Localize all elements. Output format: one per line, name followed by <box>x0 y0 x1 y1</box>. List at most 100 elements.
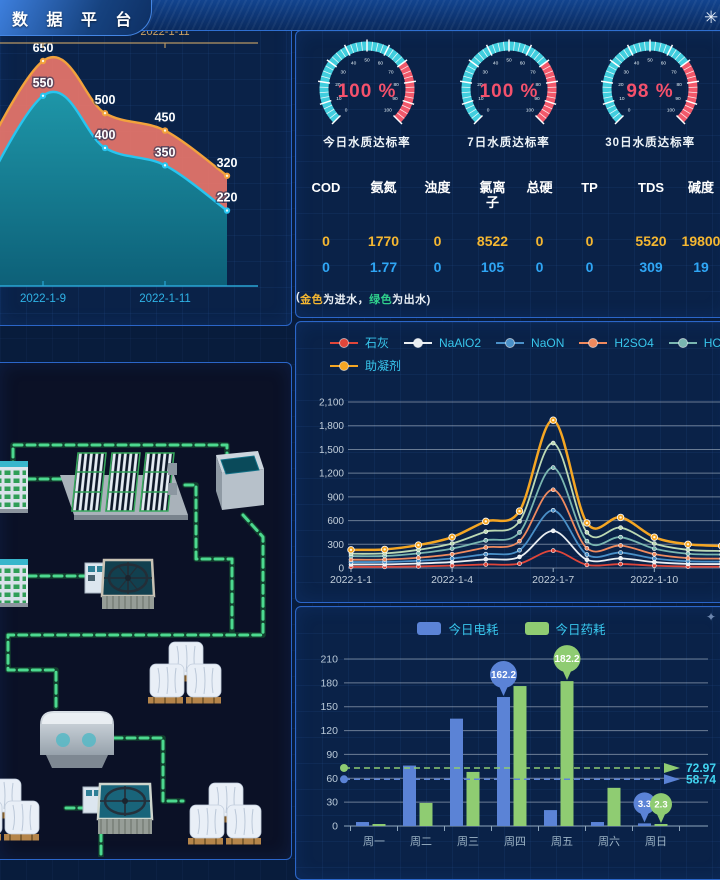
svg-text:90: 90 <box>326 749 338 761</box>
svg-text:180: 180 <box>320 677 338 689</box>
svg-text:3.3: 3.3 <box>638 799 651 810</box>
svg-text:60: 60 <box>661 61 667 67</box>
legend-label: 助凝剂 <box>365 357 401 374</box>
legend-label: H2SO4 <box>614 336 653 350</box>
svg-text:2,100: 2,100 <box>319 398 344 409</box>
legend-label: HCL <box>704 336 720 350</box>
svg-text:40: 40 <box>634 61 640 67</box>
gauge-label: 今日水质达标率 <box>323 134 411 150</box>
legend-label: 今日电耗 <box>448 619 498 638</box>
corner-sparkle-icon[interactable]: ✳ <box>704 9 718 26</box>
svg-text:90: 90 <box>676 96 682 102</box>
water-table-header-cell: 浊度 <box>411 181 464 211</box>
water-table-header-cell: 氨氮 <box>356 181 411 211</box>
svg-text:400: 400 <box>95 128 116 142</box>
svg-text:2022-1-11: 2022-1-11 <box>139 293 191 305</box>
svg-text:2022-1-4: 2022-1-4 <box>431 574 473 586</box>
gauge-label: 30日水质达标率 <box>605 134 695 150</box>
app-title-badge: 数 据 平 台 <box>0 0 152 36</box>
legend-label: NaAlO2 <box>439 336 481 350</box>
legend-item-H2SO4[interactable]: H2SO4 <box>579 336 653 350</box>
trend-area-chart: 6505004503205504003502202022-1-92022-1-1… <box>0 1 291 323</box>
svg-text:150: 150 <box>320 701 338 713</box>
legend-label: NaON <box>531 336 564 350</box>
svg-text:100: 100 <box>384 108 392 114</box>
legend-item-今日电耗[interactable]: 今日电耗 <box>417 619 498 638</box>
water-table-cell: 19 <box>681 259 720 275</box>
water-table-cell: 5520 <box>621 233 681 249</box>
svg-text:70: 70 <box>530 69 536 75</box>
water-table-header-cell: 碱度 <box>681 181 720 211</box>
svg-text:0: 0 <box>486 108 489 114</box>
chem-legend: 石灰NaAlO2NaONH2SO4HCLNaCLO助凝剂 <box>330 331 720 377</box>
svg-text:30: 30 <box>624 69 630 75</box>
svg-text:50: 50 <box>506 57 512 63</box>
water-table-cell: 309 <box>621 259 681 275</box>
water-table-cell: 1.77 <box>356 259 411 275</box>
svg-text:0: 0 <box>332 821 338 833</box>
svg-text:300: 300 <box>327 540 344 551</box>
bar-panel-sparkle-icon[interactable]: ✦ <box>706 611 716 623</box>
dosing-cabinet <box>0 559 28 607</box>
sludge-machine <box>40 711 114 768</box>
svg-text:30: 30 <box>340 69 346 75</box>
svg-text:60: 60 <box>378 61 384 67</box>
svg-text:1,800: 1,800 <box>319 421 344 432</box>
svg-text:320: 320 <box>217 156 238 170</box>
legend-item-NaON[interactable]: NaON <box>496 336 564 350</box>
legend-item-NaAlO2[interactable]: NaAlO2 <box>404 336 481 350</box>
svg-text:40: 40 <box>351 61 357 67</box>
note-part: 金色 <box>300 291 323 307</box>
water-table-cell: 0 <box>296 233 356 249</box>
plant-3d-scene <box>0 363 291 857</box>
svg-text:550: 550 <box>33 76 54 90</box>
svg-text:10: 10 <box>619 96 625 102</box>
svg-text:900: 900 <box>327 492 344 503</box>
water-table-cell: 0 <box>296 259 356 275</box>
svg-text:1,500: 1,500 <box>319 445 344 456</box>
legend-label: 石灰 <box>365 334 389 351</box>
svg-text:162.2: 162.2 <box>491 670 516 681</box>
svg-text:100 %: 100 % <box>337 81 396 102</box>
svg-text:450: 450 <box>155 111 176 125</box>
svg-text:100: 100 <box>525 108 533 114</box>
water-table-header-cell: TP <box>558 181 621 211</box>
svg-text:周二: 周二 <box>410 835 432 848</box>
water-table-cell: 0 <box>521 233 558 249</box>
chemical-dosing-panel: 石灰NaAlO2NaONH2SO4HCLNaCLO助凝剂 03006009001… <box>295 321 720 603</box>
legend-item-今日药耗[interactable]: 今日药耗 <box>525 619 606 638</box>
svg-text:50: 50 <box>648 57 654 63</box>
note-part: 为出水) <box>392 291 431 307</box>
svg-text:周三: 周三 <box>457 835 479 848</box>
svg-text:120: 120 <box>320 725 338 737</box>
svg-text:80: 80 <box>677 82 683 88</box>
clarifier-bottom <box>83 784 152 834</box>
legend-item-HCL[interactable]: HCL <box>669 336 720 350</box>
water-table-cell: 105 <box>464 259 521 275</box>
svg-text:220: 220 <box>217 191 238 205</box>
svg-text:周六: 周六 <box>598 835 620 848</box>
svg-text:210: 210 <box>320 654 338 666</box>
water-table-note: (金色为进水，绿色为出水) <box>296 291 720 307</box>
legend-item-石灰[interactable]: 石灰 <box>330 334 389 351</box>
trend-panel: 6505004503205504003502202022-1-92022-1-1… <box>0 0 292 326</box>
water-table-header-cell: COD <box>296 181 356 211</box>
water-table-cell: 0 <box>558 233 621 249</box>
svg-text:50: 50 <box>364 57 370 63</box>
svg-text:58.74: 58.74 <box>686 772 716 786</box>
note-part: 为进水， <box>323 291 369 307</box>
svg-text:0: 0 <box>338 564 344 575</box>
svg-text:周五: 周五 <box>551 835 573 848</box>
note-part: 绿色 <box>369 291 392 307</box>
membrane-rack-platform <box>60 453 188 520</box>
gauge-label: 7日水质达标率 <box>467 134 549 150</box>
water-table-cell: 0 <box>411 233 464 249</box>
svg-text:500: 500 <box>95 93 116 107</box>
legend-item-助凝剂[interactable]: 助凝剂 <box>330 357 401 374</box>
